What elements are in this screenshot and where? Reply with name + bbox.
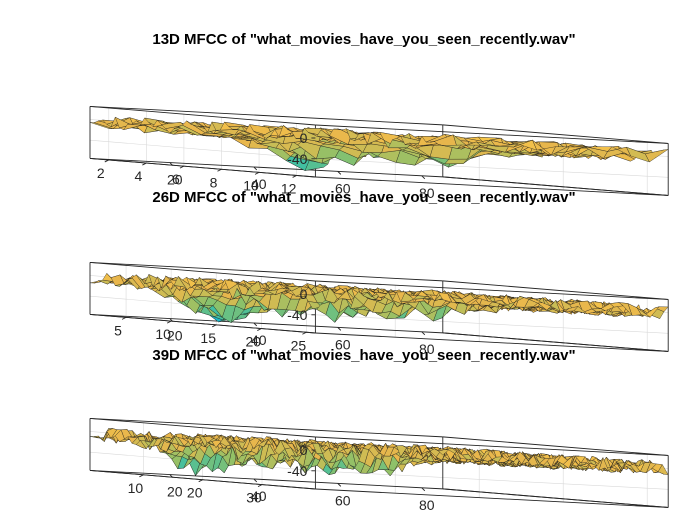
axes-edge (89, 157, 316, 178)
y-tick (121, 316, 127, 320)
axes-edge (89, 313, 316, 334)
surface-facet (438, 144, 462, 149)
axes-edge (89, 105, 316, 126)
x-tick-label: 80 (419, 185, 435, 201)
grid-line (89, 139, 316, 160)
y-tick (302, 331, 307, 335)
y-tick-label: 2 (97, 165, 105, 181)
axes-edge (89, 417, 443, 438)
axes-edge (315, 280, 669, 300)
y-tick-label: 4 (134, 168, 142, 184)
y-tick-label: 10 (155, 326, 171, 342)
y-tick (292, 175, 297, 178)
axes-edge (442, 176, 669, 196)
grid-line (315, 314, 669, 334)
y-tick-label: 5 (114, 322, 122, 338)
x-tick (169, 162, 174, 166)
axes-edge (89, 313, 443, 334)
axes-edge (442, 280, 669, 300)
grid-line (315, 158, 669, 178)
axes-edge (442, 332, 669, 352)
x-tick-label: 20 (167, 172, 183, 188)
axes-edge (315, 176, 669, 196)
x-tick-label: 40 (251, 176, 267, 192)
axes-edge (315, 332, 669, 352)
y-tick-label: 10 (243, 177, 259, 193)
axes-edge (89, 105, 443, 126)
x-tick (253, 166, 258, 171)
axes-edge (442, 488, 669, 508)
axes-edge (442, 124, 669, 144)
y-tick-label: 8 (210, 174, 218, 190)
x-tick (337, 171, 342, 175)
y-tick (179, 165, 185, 169)
subplot-39d: 39D MFCC of "what_movies_have_you_seen_r… (89, 347, 669, 513)
subplot-26d: 26D MFCC of "what_movies_have_you_seen_r… (89, 189, 669, 357)
grid-line (315, 470, 669, 490)
y-tick-label: 15 (200, 330, 216, 346)
surface (89, 117, 669, 171)
surface-facet (110, 274, 125, 286)
y-tick (257, 328, 262, 331)
y-tick (142, 162, 147, 166)
surface (89, 428, 669, 477)
y-tick (254, 171, 260, 175)
y-tick-label: 12 (281, 180, 297, 196)
y-tick (166, 320, 172, 324)
z-tick-label: -40 (287, 151, 307, 167)
subplot-13d: 13D MFCC of "what_movies_have_you_seen_r… (89, 31, 669, 201)
chart-title: 13D MFCC of "what_movies_have_you_seen_r… (152, 31, 575, 48)
axes-box (89, 105, 669, 196)
y-tick (212, 324, 217, 328)
chart-title: 26D MFCC of "what_movies_have_you_seen_r… (152, 189, 575, 206)
axes-edge (315, 124, 669, 144)
axes-edge (89, 157, 443, 178)
y-tick (217, 168, 222, 172)
z-tick-label: 0 (300, 286, 308, 302)
x-tick (421, 175, 426, 180)
x-tick-label: 60 (335, 180, 351, 196)
axes-edge (89, 261, 443, 282)
y-tick (104, 159, 109, 163)
z-tick-label: 0 (300, 130, 308, 146)
axes-edge (315, 488, 669, 508)
chart-title: 39D MFCC of "what_movies_have_you_seen_r… (152, 347, 575, 364)
surface (89, 273, 669, 323)
axes-box (89, 261, 669, 352)
axes-edge (89, 261, 316, 282)
y-tick-label: 6 (172, 171, 180, 187)
z-tick-label: -40 (287, 307, 307, 323)
